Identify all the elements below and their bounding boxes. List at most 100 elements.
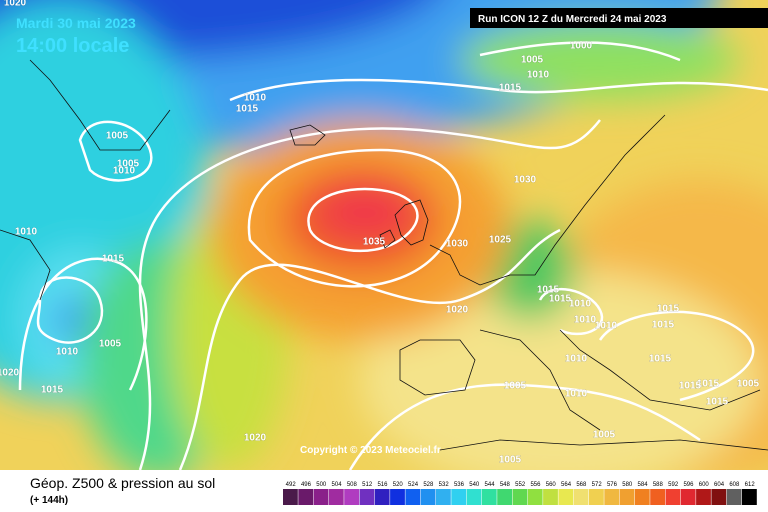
- isobar-label: 1005: [99, 339, 122, 350]
- isobars: [18, 41, 768, 470]
- colorbar-label: 548: [500, 482, 511, 488]
- isobar-label: 1020: [446, 305, 469, 316]
- colorbar-swatch: [634, 489, 650, 505]
- isobar-label: 1005: [593, 430, 616, 441]
- isobar-label: 1005: [499, 455, 522, 466]
- isobar-label: 1005: [521, 55, 544, 66]
- isobar-label: 1010: [565, 354, 588, 365]
- colorbar-swatch: [390, 489, 405, 505]
- colorbar-swatch: [696, 489, 711, 505]
- isobar-label: 1015: [537, 285, 560, 296]
- isobar-label: 1015: [679, 381, 702, 392]
- colorbar-label: 544: [485, 482, 496, 488]
- isobar-label: 1015: [652, 320, 675, 331]
- colorbar-label: 572: [592, 482, 603, 488]
- isobar-label: 1005: [106, 131, 129, 142]
- colorbar-swatch: [436, 489, 451, 505]
- colorbar-label: 612: [745, 482, 756, 488]
- colorbar-swatch: [680, 489, 696, 505]
- colorbar-swatch: [344, 489, 359, 505]
- valid-time: 14:00 locale: [16, 35, 129, 57]
- colorbar-swatch: [558, 489, 574, 505]
- isobar-label: 1015: [697, 379, 720, 390]
- isobar-label: 1015: [499, 83, 522, 94]
- isobar-label: 1015: [41, 385, 64, 396]
- colorbar-swatch: [711, 489, 727, 505]
- copyright: Copyright © 2023 Meteociel.fr: [300, 445, 441, 456]
- isobar-label: 1010: [574, 315, 597, 326]
- run-label: Run ICON 12 Z du Mercredi 24 mai 2023: [478, 14, 667, 25]
- colorbar-swatch: [726, 489, 742, 505]
- colorbar-label: 568: [576, 482, 587, 488]
- colorbar-swatch: [512, 489, 528, 505]
- colorbar-swatch: [573, 489, 589, 505]
- isobar-label: 1015: [706, 397, 729, 408]
- coastlines: [0, 59, 768, 451]
- colorbar-swatch: [619, 489, 635, 505]
- colorbar-swatch: [481, 489, 497, 505]
- colorbar-swatch: [298, 489, 314, 505]
- isobar-label: 1025: [489, 235, 512, 246]
- colorbar-label: 508: [347, 482, 358, 488]
- colorbar-label: 532: [439, 482, 450, 488]
- colorbar-label: 588: [653, 482, 664, 488]
- colorbar-swatch: [420, 489, 436, 505]
- isobar-label: 1030: [514, 175, 537, 186]
- colorbar-label: 492: [286, 482, 297, 488]
- colorbar-label: 520: [393, 482, 404, 488]
- isobar-label: 1010: [565, 389, 588, 400]
- colorbar-label: 536: [454, 482, 465, 488]
- field-colors: [0, 0, 768, 470]
- colorbar-swatch: [527, 489, 543, 505]
- isobar-label: 1010: [113, 166, 136, 177]
- colorbar-swatch: [313, 489, 329, 505]
- isobar-label: 1010: [595, 321, 618, 332]
- isobar-label: 1020: [4, 0, 27, 9]
- colorbar-label: 552: [515, 482, 526, 488]
- isobar-label: 1010: [56, 347, 79, 358]
- isobar-label: 1010: [244, 93, 267, 104]
- colorbar-swatch: [359, 489, 375, 505]
- colorbar-label: 500: [316, 482, 327, 488]
- isobar-label: 1020: [0, 368, 20, 379]
- isobar-label: 1010: [15, 227, 38, 238]
- colorbar-swatch: [374, 489, 390, 505]
- colorbar-label: 524: [408, 482, 419, 488]
- footer-title: Géop. Z500 & pression au sol: [30, 475, 215, 491]
- valid-date: Mardi 30 mai 2023: [16, 15, 136, 31]
- colorbar-label: 600: [699, 482, 710, 488]
- isobar-label: 1005: [117, 159, 140, 170]
- colorbar-swatch: [328, 489, 344, 505]
- colorbar-label: 596: [683, 482, 694, 488]
- colorbar-swatch: [405, 489, 421, 505]
- isobar-label: 1015: [649, 354, 672, 365]
- colorbar-label: 496: [301, 482, 312, 488]
- colorbar-swatch: [543, 489, 558, 505]
- isobar-label: 1035: [363, 237, 386, 248]
- isobar-label: 1015: [549, 294, 572, 305]
- colorbar-label: 576: [607, 482, 618, 488]
- isobar-label: 1015: [236, 104, 259, 115]
- colorbar-label: 580: [622, 482, 633, 488]
- colorbar-label: 564: [561, 482, 572, 488]
- colorbar-label: 540: [469, 482, 480, 488]
- footer-lead: (+ 144h): [30, 495, 68, 506]
- isobar-label: 1015: [102, 254, 125, 265]
- colorbar-swatch: [665, 489, 681, 505]
- colorbar-label: 608: [729, 482, 740, 488]
- colorbar-swatch: [497, 489, 512, 505]
- colorbar-label: 556: [530, 482, 541, 488]
- isobar-label: 1010: [527, 70, 550, 81]
- colorbar-swatch: [589, 489, 604, 505]
- run-box: [470, 8, 768, 28]
- colorbar-label: 584: [638, 482, 649, 488]
- isobar-label: 1000: [570, 41, 593, 52]
- isobar-label: 1030: [446, 239, 469, 250]
- colorbar-label: 560: [546, 482, 557, 488]
- colorbar-label: 516: [377, 482, 388, 488]
- colorbar-label: 528: [423, 482, 434, 488]
- colorbar: 492 496 500 504 508 512 516 520 524 528 532 536 540 5…: [283, 482, 757, 505]
- colorbar-swatch: [742, 489, 757, 505]
